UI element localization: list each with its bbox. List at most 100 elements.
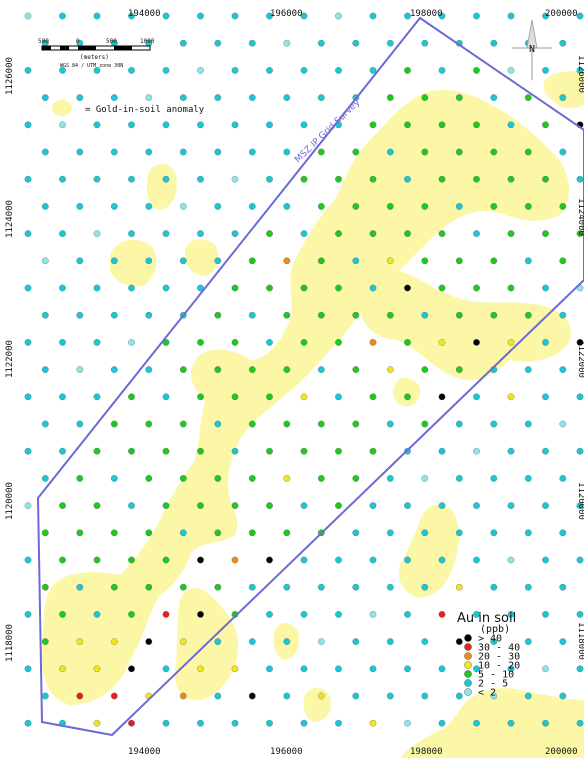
sample-point (300, 611, 308, 618)
sample-point (248, 529, 256, 537)
sample-point (76, 529, 84, 537)
sample-point (197, 556, 204, 564)
sample-point (128, 67, 135, 74)
sample-point (162, 611, 170, 618)
sample-point (93, 67, 101, 74)
sample-point (317, 257, 325, 265)
sample-point (59, 556, 66, 564)
sample-point (352, 475, 360, 482)
sample-point (421, 638, 429, 645)
sample-point (421, 420, 429, 428)
sample-point (421, 257, 429, 265)
sample-point (438, 339, 446, 346)
sample-point (266, 121, 273, 129)
sample-point (162, 12, 170, 20)
sample-point (59, 447, 66, 455)
sample-point (76, 311, 84, 319)
sample-point (179, 420, 187, 428)
sample-point (300, 12, 308, 20)
sample-point (576, 447, 584, 455)
sample-point (24, 556, 32, 564)
sample-point (93, 502, 101, 509)
sample-point (214, 203, 222, 210)
sample-point (162, 556, 170, 564)
sample-point (93, 719, 101, 727)
sample-point (335, 611, 342, 618)
anomaly-polygon-west-2 (184, 239, 219, 276)
sample-point (473, 719, 480, 727)
sample-point (197, 284, 204, 292)
sample-point (317, 692, 325, 700)
sample-point (110, 529, 118, 537)
sample-point (162, 665, 170, 673)
sample-point (455, 366, 463, 373)
sample-point (490, 311, 498, 319)
anomaly-polygon-east-lower (398, 504, 460, 598)
sample-point (473, 175, 480, 183)
sample-point (128, 556, 135, 564)
sample-point (248, 475, 256, 482)
sample-point (300, 447, 308, 455)
sample-point (162, 121, 170, 129)
sample-point (59, 121, 66, 129)
sample-point (524, 148, 532, 156)
sample-point (455, 203, 463, 210)
au-legend-swatch (464, 634, 472, 642)
sample-point (128, 284, 135, 292)
sample-point (197, 67, 204, 74)
sample-point (59, 393, 66, 401)
sample-point (283, 420, 291, 428)
sample-point (231, 556, 239, 564)
sample-point (162, 175, 170, 183)
sample-point (369, 393, 377, 401)
sample-point (455, 257, 463, 265)
sample-point (214, 366, 222, 373)
sample-point (369, 447, 377, 455)
sample-point (524, 203, 532, 210)
sample-point (576, 665, 584, 673)
sample-point (438, 665, 446, 673)
sample-point (352, 583, 360, 591)
sample-point (524, 311, 532, 319)
sample-point (386, 366, 394, 373)
sample-point (576, 393, 584, 401)
sample-point (421, 529, 429, 537)
sample-point (110, 203, 118, 210)
sample-point (352, 39, 360, 47)
anomaly-polygon-south-3 (303, 687, 331, 722)
sample-point (369, 339, 377, 346)
sample-point (404, 67, 411, 74)
au-legend-swatch (464, 661, 472, 669)
sample-point (110, 475, 118, 482)
sample-point (404, 719, 411, 727)
sample-point (559, 638, 567, 645)
sample-point (41, 529, 49, 537)
sample-point (507, 230, 515, 237)
sample-point (162, 447, 170, 455)
sample-point (231, 67, 239, 74)
sample-point (490, 257, 498, 265)
sample-point (93, 611, 101, 618)
sample-point (542, 502, 549, 509)
sample-point (197, 175, 204, 183)
sample-point (490, 39, 498, 47)
sample-point (404, 121, 411, 129)
sample-point (317, 366, 325, 373)
sample-point (145, 420, 153, 428)
sample-point (559, 311, 567, 319)
y-tick-1120000: 1120000 (5, 482, 15, 520)
sample-point (300, 67, 308, 74)
right-tick-1126000: 1126000 (576, 55, 584, 93)
sample-point (335, 556, 342, 564)
sample-point (421, 475, 429, 482)
sample-point (455, 692, 463, 700)
sample-point (386, 420, 394, 428)
sample-point (93, 339, 101, 346)
sample-point (473, 447, 480, 455)
x-tick-top-194000: 194000 (128, 9, 161, 19)
sample-point (386, 148, 394, 156)
sample-point (41, 475, 49, 482)
sample-point (145, 638, 153, 645)
sample-point (421, 366, 429, 373)
